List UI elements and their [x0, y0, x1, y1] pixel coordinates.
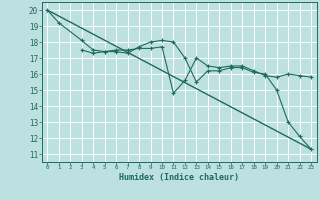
X-axis label: Humidex (Indice chaleur): Humidex (Indice chaleur): [119, 173, 239, 182]
